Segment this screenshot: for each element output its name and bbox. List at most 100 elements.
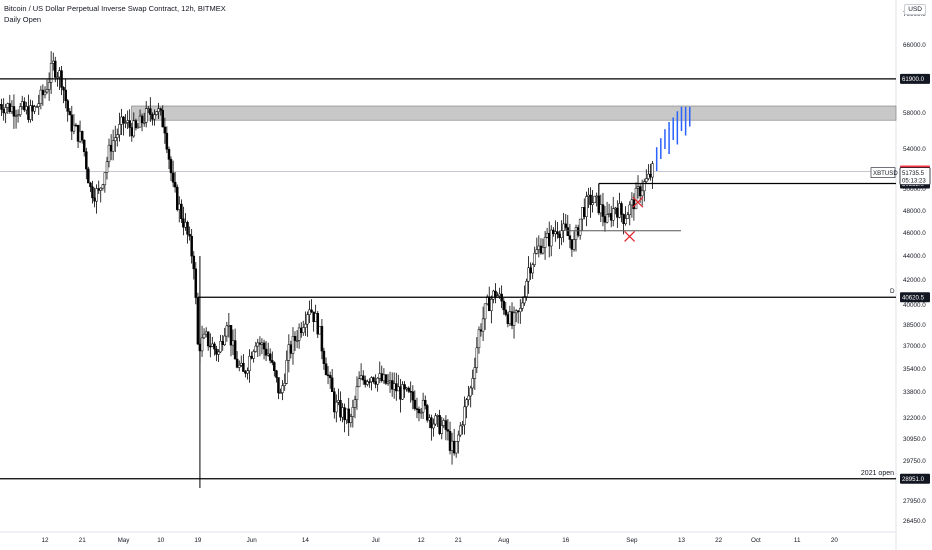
candle-body [105,161,109,173]
candle-body [583,207,586,217]
candle [628,201,632,226]
candle-body [345,408,348,421]
candle-body [552,229,555,235]
candle [283,373,286,391]
y-tick-label: 46000.0 [903,230,926,237]
candle-body [432,423,435,429]
candle-body [537,245,541,250]
candle [547,221,551,258]
candle-body [508,311,512,324]
candle-body [163,126,167,134]
candle [219,334,222,354]
candle-body [142,122,146,124]
candle-body [291,336,295,354]
candle-body [202,333,206,339]
candle-body [93,197,96,202]
candle [310,299,313,314]
level-tag-2021-open: 2021 open [861,470,894,477]
candle-body [498,293,501,297]
candle-body [99,187,102,191]
candle-body [103,172,107,186]
x-tick-label: 19 [194,537,202,544]
candle [72,114,76,135]
candle [2,98,5,121]
candle-body [256,342,260,347]
candle [549,225,553,257]
candle-body [16,114,20,117]
candle [626,212,630,219]
candle-body [618,203,621,218]
candle-body [2,109,5,114]
candle-body [233,340,237,360]
candle [27,94,30,123]
candle-body [219,341,222,353]
candle [374,374,377,389]
candle [281,380,284,401]
candle [161,105,164,128]
candle-body [378,373,382,379]
candle [469,385,472,408]
candle [355,376,359,410]
candle-body [601,204,605,217]
candle-body [66,100,69,112]
candle-body [382,374,386,381]
currency-button[interactable]: USD [904,4,926,15]
candle [349,413,353,428]
candle-body [564,223,568,228]
candle [475,337,479,374]
candle-body [258,342,262,345]
candle-body [649,173,652,178]
candle-body [516,310,520,313]
candle [18,103,22,118]
candle-body [428,417,431,421]
candle-body [328,375,332,379]
candle [614,206,617,215]
candle [366,379,369,387]
level-badge-label: 40620.5 [902,295,925,302]
candle-body [132,120,136,137]
candle-body [351,407,355,417]
candle-body [622,214,625,224]
candle [182,206,185,236]
candle-body [471,378,474,389]
candle [452,428,456,456]
symbol-title[interactable]: Bitcoin / US Dollar Perpetual Inverse Sw… [4,4,226,13]
candle [62,86,65,104]
candle-body [640,190,644,197]
candle [432,418,435,437]
candle-body [535,249,539,254]
candle-body [82,139,86,152]
candle [217,349,220,362]
candle [29,99,32,123]
candle [357,371,361,388]
candle-body [448,430,452,451]
candle [64,78,67,109]
candle [368,378,371,388]
candle-body [56,76,59,79]
candle-body [39,89,43,104]
y-tick-label: 29750.0 [903,458,926,465]
y-tick-label: 66000.0 [903,42,926,49]
candle [262,339,266,360]
indicator-label[interactable]: Daily Open [4,15,42,24]
y-tick-label: 30950.0 [903,436,926,443]
x-tick-label: 12 [41,537,49,544]
candle-body [413,399,417,409]
candle-body [616,207,619,218]
candle [376,377,379,392]
candle [566,214,570,236]
marker-stroke [632,196,644,208]
candle [87,166,90,184]
candle [268,348,272,364]
marker-stroke [624,231,636,242]
candle [41,84,45,106]
candle [140,113,144,132]
candle [33,104,36,115]
candle [521,296,524,312]
candle-body [603,216,607,223]
candle [399,378,402,413]
candle-body [20,101,24,107]
candle-body [419,411,423,414]
